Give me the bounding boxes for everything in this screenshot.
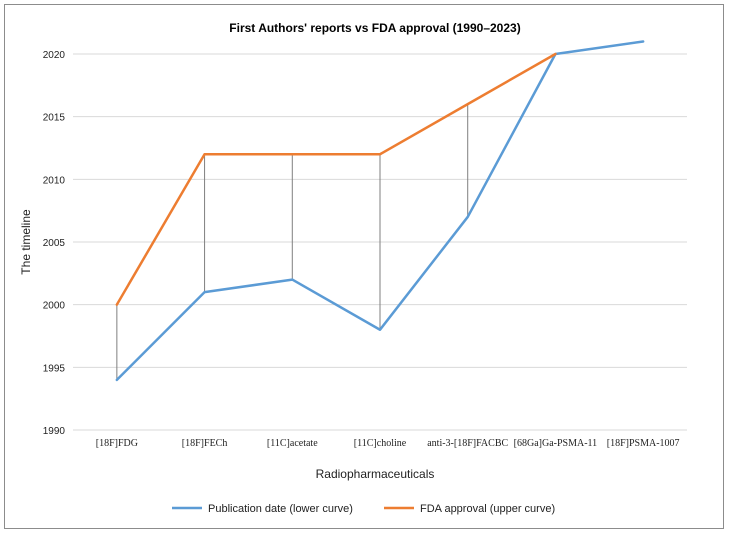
y-tick-label: 1995	[43, 363, 66, 374]
x-axis-ticks: [18F]FDG [18F]FECh [11C]acetate [11C]cholin…	[96, 438, 680, 449]
series	[115, 40, 645, 382]
series-line	[115, 52, 557, 306]
y-tick-label: 2020	[43, 50, 66, 61]
y-axis-ticks: 1990 1995 2000 2005 2010 2015 2020	[43, 50, 66, 437]
chart-frame	[4, 4, 724, 529]
y-tick-label: 2000	[43, 301, 66, 312]
x-tick-label: [18F]FDG	[96, 438, 138, 449]
y-tick-label: 2015	[43, 113, 66, 124]
x-tick-label: [11C]acetate	[267, 438, 318, 449]
x-tick-label: [18F]FECh	[182, 438, 228, 449]
x-axis-label: Radiopharmaceuticals	[316, 467, 435, 481]
legend-label: Publication date (lower curve)	[208, 503, 353, 515]
x-tick-label: [68Ga]Ga-PSMA-11	[514, 438, 598, 449]
chart-title: First Authors' reports vs FDA approval (…	[229, 21, 520, 35]
y-tick-label: 2005	[43, 238, 66, 249]
y-tick-label: 1990	[43, 426, 66, 437]
y-axis-label: The timeline	[19, 209, 33, 275]
y-tick-label: 2010	[43, 175, 66, 186]
x-tick-label: [11C]choline	[354, 438, 407, 449]
legend-label: FDA approval (upper curve)	[420, 503, 555, 515]
x-tick-label: [18F]PSMA-1007	[607, 438, 680, 449]
x-tick-label: anti-3-[18F]FACBC	[427, 438, 508, 449]
drop-lines	[116, 104, 469, 380]
legend: Publication date (lower curve) FDA approv…	[172, 503, 555, 515]
